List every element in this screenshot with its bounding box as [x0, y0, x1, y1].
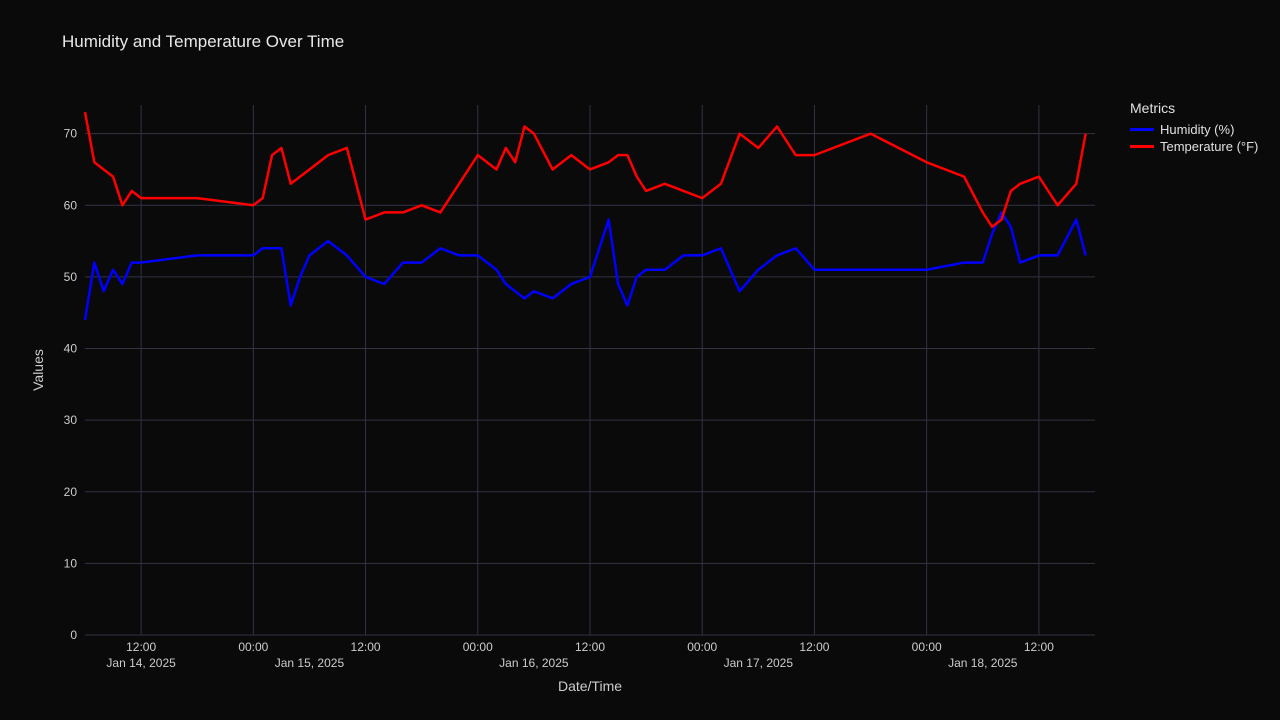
- x-tick-date-label: Jan 16, 2025: [499, 656, 569, 670]
- y-tick-label: 0: [70, 628, 77, 642]
- x-tick-time-label: 00:00: [238, 640, 268, 654]
- series-line: [85, 212, 1086, 319]
- legend: Metrics Humidity (%) Temperature (°F): [1130, 100, 1258, 156]
- legend-item: Humidity (%): [1130, 122, 1258, 137]
- x-tick-time-label: 12:00: [575, 640, 605, 654]
- x-tick-time-label: 12:00: [799, 640, 829, 654]
- x-tick-date-label: Jan 14, 2025: [106, 656, 176, 670]
- series-line: [85, 112, 1086, 227]
- legend-swatch: [1130, 128, 1154, 131]
- x-tick-time-label: 12:00: [351, 640, 381, 654]
- chart-svg: 12:00 00:00 12:00 00:00 12:00 00:00 12:00 00:00…: [0, 0, 1280, 720]
- x-tick-time-label: 00:00: [463, 640, 493, 654]
- legend-title: Metrics: [1130, 100, 1258, 116]
- y-tick-label: 30: [64, 413, 78, 427]
- x-tick-time-label: 00:00: [687, 640, 717, 654]
- y-tick-label: 70: [64, 127, 78, 141]
- x-tick-time-label: 12:00: [126, 640, 156, 654]
- x-tick-date-label: Jan 18, 2025: [948, 656, 1018, 670]
- y-tick-label: 50: [64, 270, 78, 284]
- y-tick-label: 40: [64, 342, 78, 356]
- chart-container: Humidity and Temperature Over Time 12:00…: [0, 0, 1280, 720]
- x-tick-date-label: Jan 15, 2025: [275, 656, 345, 670]
- y-axis-label: Values: [30, 349, 46, 391]
- y-tick-label: 10: [64, 556, 78, 570]
- legend-swatch: [1130, 145, 1154, 148]
- legend-label: Humidity (%): [1160, 122, 1234, 137]
- legend-item: Temperature (°F): [1130, 139, 1258, 154]
- x-tick-time-label: 12:00: [1024, 640, 1054, 654]
- legend-label: Temperature (°F): [1160, 139, 1258, 154]
- y-tick-label: 60: [64, 198, 78, 212]
- x-tick-time-label: 00:00: [912, 640, 942, 654]
- y-tick-label: 20: [64, 485, 78, 499]
- x-axis-label: Date/Time: [558, 678, 622, 694]
- x-tick-date-label: Jan 17, 2025: [724, 656, 794, 670]
